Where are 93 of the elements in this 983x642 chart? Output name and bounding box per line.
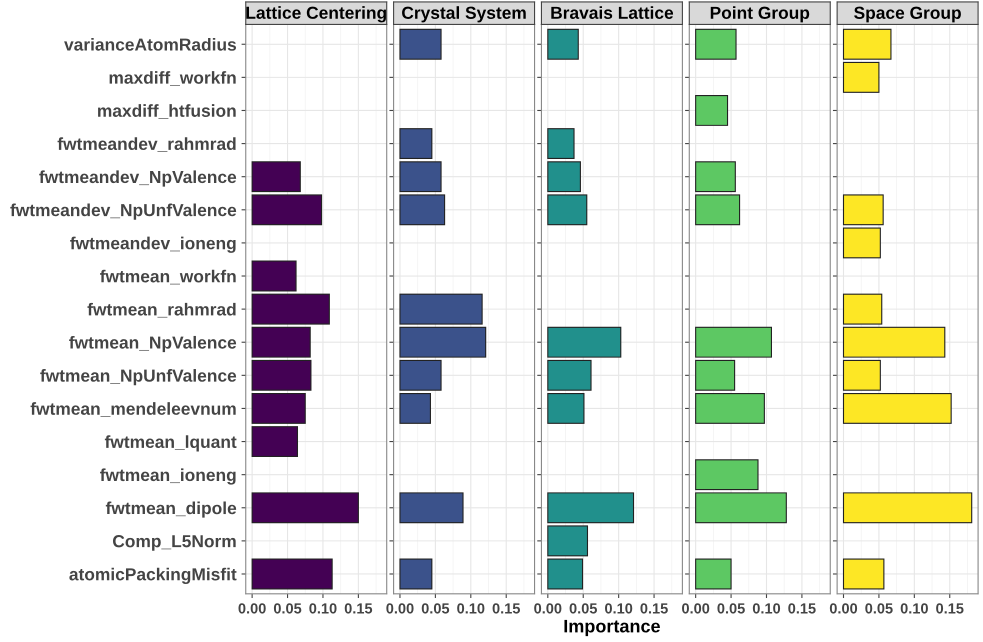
bar — [399, 326, 486, 358]
bar — [399, 194, 446, 226]
y-tick-label: fwtmean_lquant — [104, 435, 237, 452]
chart-title: Crystal System — [402, 6, 526, 22]
x-tick-label: 0.10 — [900, 603, 928, 614]
y-tick-label: fwtmean_ioneng — [100, 468, 236, 485]
x-tick-label: 0.00 — [238, 603, 266, 614]
chart-title: Bravais Lattice — [551, 6, 674, 19]
chart-title: Point Group — [710, 6, 810, 22]
bar — [547, 28, 579, 60]
x-tick-label: 0.10 — [309, 603, 337, 614]
bar — [842, 360, 881, 391]
chart-title: Lattice Centering — [246, 6, 386, 22]
bar — [252, 558, 333, 590]
bar — [399, 161, 442, 192]
bar — [695, 459, 759, 490]
bar — [842, 492, 972, 524]
bar — [399, 28, 442, 60]
bar — [399, 360, 442, 391]
chart-title: Space Group — [854, 6, 961, 22]
bar — [695, 326, 772, 358]
bar — [842, 326, 946, 358]
bar — [399, 294, 483, 325]
bar — [842, 28, 892, 60]
y-tick-label: fwtmean_rahmrad — [87, 302, 236, 318]
bar — [252, 360, 312, 391]
bar — [252, 326, 311, 358]
y-tick-label: Comp_L5Norm — [113, 535, 236, 551]
bar — [547, 392, 584, 424]
bar — [842, 194, 884, 226]
x-tick-label: 0.05 — [274, 603, 302, 614]
x-tick-label: 0.05 — [422, 603, 450, 614]
y-tick-label: fwtmeandev_rahmrad — [58, 137, 236, 152]
bar — [842, 558, 884, 590]
y-tick-label: fwtmean_workfn — [100, 270, 236, 284]
bar — [399, 392, 431, 424]
y-tick-label: fwtmean_mendeleevnum — [30, 402, 236, 417]
bar — [695, 194, 740, 226]
bar — [547, 558, 584, 590]
y-tick-label: fwtmeandev_NpUnfValence — [10, 204, 236, 220]
y-tick-label: fwtmeandev_ioneng — [70, 236, 236, 253]
x-tick-label: 0.10 — [457, 603, 484, 614]
bar — [842, 227, 881, 258]
bar — [695, 492, 787, 524]
bar — [252, 426, 298, 458]
x-tick-label: 0.00 — [682, 603, 710, 614]
y-tick-label: fwtmean_dipole — [106, 501, 236, 518]
x-tick-label: 0.00 — [830, 603, 858, 614]
bar — [547, 161, 581, 192]
bar — [252, 260, 297, 292]
x-tick-label: 0.15 — [492, 603, 520, 614]
bar — [399, 558, 432, 590]
bar — [252, 294, 330, 325]
bar — [695, 558, 732, 590]
x-tick-label: 0.15 — [640, 603, 668, 614]
x-tick-label: 0.15 — [788, 603, 816, 614]
x-tick-label: 0.00 — [386, 603, 414, 614]
x-tick-label: 0.15 — [344, 603, 372, 614]
y-tick-label: fwtmeandev_NpValence — [39, 170, 236, 187]
bar — [547, 326, 622, 358]
bar — [547, 194, 588, 226]
y-tick-label: varianceAtomRadius — [64, 38, 236, 51]
x-tick-label: 0.00 — [534, 603, 562, 614]
x-tick-label: 0.10 — [605, 603, 632, 614]
bar — [399, 492, 464, 524]
y-tick-label: fwtmean_NpUnfValence — [40, 369, 236, 386]
bar — [695, 161, 736, 192]
bar — [252, 194, 322, 226]
x-axis-title: Importance — [564, 620, 660, 636]
bar — [252, 392, 306, 424]
bar — [547, 360, 592, 391]
bar — [252, 492, 359, 524]
bar — [399, 128, 432, 160]
bar — [547, 525, 588, 556]
bar — [547, 492, 634, 524]
x-tick-label: 0.15 — [936, 603, 964, 614]
bar — [252, 161, 301, 192]
bar — [547, 128, 575, 160]
x-tick-label: 0.05 — [865, 603, 893, 614]
y-tick-label: maxdiff_htfusion — [98, 104, 236, 119]
y-tick-label: atomicPackingMisfit — [69, 568, 237, 584]
bar — [695, 28, 737, 60]
x-tick-label: 0.05 — [717, 603, 745, 614]
bar — [842, 62, 880, 93]
bar — [695, 360, 736, 391]
bar — [842, 392, 952, 424]
y-tick-label: maxdiff_workfn — [110, 71, 236, 86]
x-tick-label: 0.05 — [570, 603, 598, 614]
bar — [695, 392, 765, 424]
x-tick-label: 0.10 — [752, 603, 780, 614]
bar — [842, 294, 882, 325]
y-tick-label: fwtmean_NpValence — [69, 336, 236, 352]
bar — [695, 95, 728, 126]
